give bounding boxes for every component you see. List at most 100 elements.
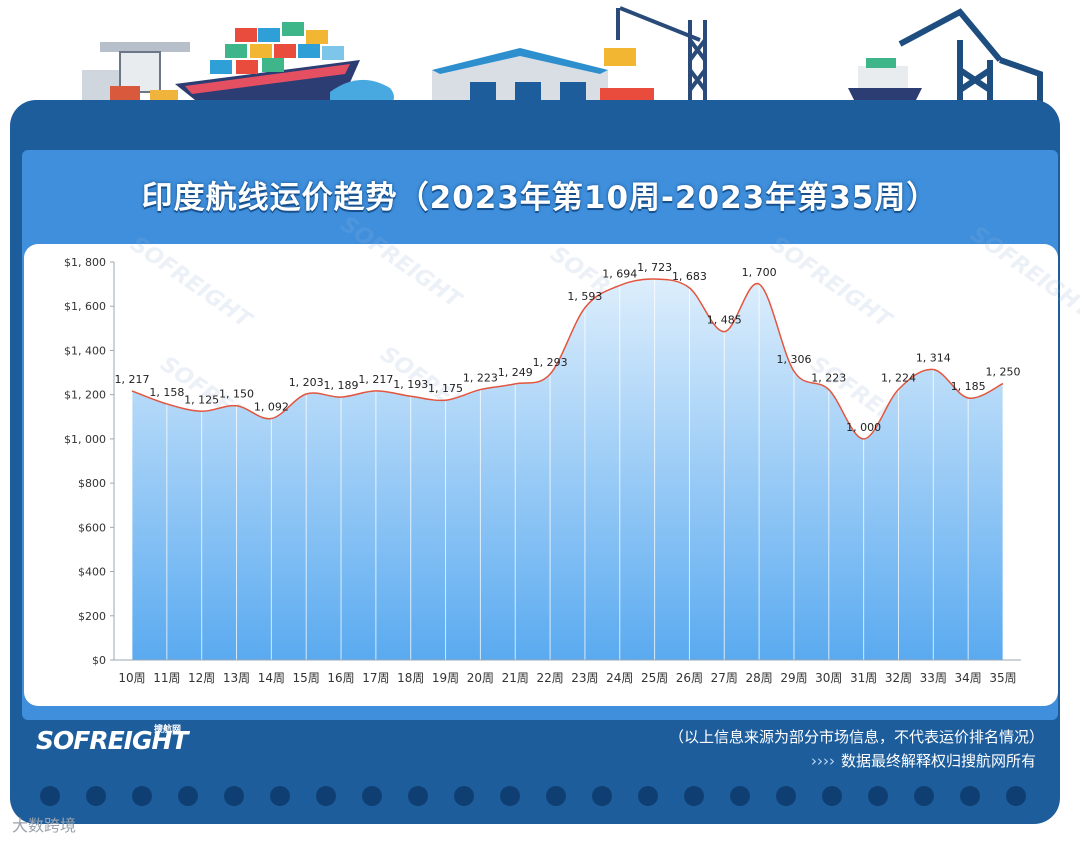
x-tick-label: 26周 — [676, 671, 703, 685]
data-label: 1, 223 — [463, 372, 498, 385]
data-label: 1, 223 — [811, 372, 846, 385]
decorative-dot — [500, 786, 520, 806]
x-tick-label: 35周 — [989, 671, 1016, 685]
y-tick-label: $1, 600 — [64, 300, 106, 313]
data-label: 1, 150 — [219, 388, 254, 401]
data-label: 1, 217 — [358, 373, 393, 386]
source-disclaimer: （以上信息来源为部分市场信息，不代表运价排名情况） — [668, 728, 1044, 746]
x-tick-label: 21周 — [502, 671, 529, 685]
x-tick-label: 33周 — [920, 671, 947, 685]
y-tick-label: $200 — [78, 610, 106, 623]
y-tick-label: $1, 200 — [64, 389, 106, 402]
decorative-dot — [546, 786, 566, 806]
x-tick-label: 28周 — [745, 671, 772, 685]
decorative-dot — [270, 786, 290, 806]
data-label: 1, 249 — [498, 366, 533, 379]
series-line — [131, 278, 1004, 440]
source-watermark: 大数跨境 — [12, 816, 77, 835]
y-tick-label: $0 — [92, 654, 106, 667]
data-label: 1, 694 — [602, 267, 637, 280]
data-label: 1, 203 — [289, 376, 324, 389]
decorative-dot — [178, 786, 198, 806]
decorative-dot — [316, 786, 336, 806]
warehouse-icon — [432, 48, 654, 104]
decorative-dot — [1006, 786, 1026, 806]
data-label: 1, 683 — [672, 270, 707, 283]
y-tick-label: $600 — [78, 521, 106, 534]
x-tick-label: 16周 — [327, 671, 354, 685]
data-label: 1, 092 — [254, 401, 289, 414]
rights-notice: ›››› 数据最终解释权归搜航网所有 — [811, 750, 1036, 771]
data-label: 1, 485 — [707, 314, 742, 327]
decorative-dot — [776, 786, 796, 806]
decorative-dot — [684, 786, 704, 806]
x-tick-label: 15周 — [293, 671, 320, 685]
decorative-dots — [40, 786, 1040, 810]
decorative-dot — [914, 786, 934, 806]
data-label: 1, 314 — [916, 351, 951, 364]
decorative-dot — [638, 786, 658, 806]
x-tick-label: 24周 — [606, 671, 633, 685]
data-label: 1, 125 — [184, 393, 219, 406]
decorative-dot — [730, 786, 750, 806]
y-tick-label: $1, 000 — [64, 433, 106, 446]
x-tick-label: 23周 — [571, 671, 598, 685]
x-tick-label: 22周 — [536, 671, 563, 685]
data-label: 1, 175 — [428, 382, 463, 395]
y-tick-label: $1, 400 — [64, 344, 106, 357]
gantry-crane-icon — [616, 6, 707, 108]
sofreight-logo: SOFREIGHT 搜航网 — [36, 725, 188, 755]
x-tick-label: 13周 — [223, 671, 250, 685]
x-tick-label: 32周 — [885, 671, 912, 685]
x-tick-label: 25周 — [641, 671, 668, 685]
data-label: 1, 224 — [881, 371, 916, 384]
harbor-illustration — [82, 6, 1043, 108]
x-tick-label: 31周 — [850, 671, 877, 685]
decorative-dot — [960, 786, 980, 806]
x-tick-label: 14周 — [258, 671, 285, 685]
data-label: 1, 217 — [115, 373, 150, 386]
x-tick-label: 11周 — [153, 671, 180, 685]
chevrons-icon: ›››› — [810, 752, 835, 770]
x-tick-label: 17周 — [362, 671, 389, 685]
data-label: 1, 293 — [533, 356, 568, 369]
data-label: 1, 193 — [393, 378, 428, 391]
container-ship-icon — [175, 22, 394, 108]
data-label: 1, 723 — [637, 261, 672, 274]
decorative-dot — [224, 786, 244, 806]
x-tick-label: 27周 — [711, 671, 738, 685]
decorative-dot — [40, 786, 60, 806]
decorative-dot — [408, 786, 428, 806]
series-area — [132, 278, 1003, 660]
decorative-dot — [454, 786, 474, 806]
decorative-dot — [868, 786, 888, 806]
x-tick-label: 18周 — [397, 671, 424, 685]
data-label: 1, 158 — [149, 386, 184, 399]
x-tick-label: 29周 — [780, 671, 807, 685]
data-label: 1, 185 — [951, 380, 986, 393]
left-dock-icon — [82, 42, 190, 108]
page-title: 印度航线运价趋势（2023年第10周-2023年第35周） — [141, 180, 939, 216]
decorative-dot — [822, 786, 842, 806]
decorative-dot — [86, 786, 106, 806]
y-tick-label: $1, 800 — [64, 256, 106, 269]
x-tick-label: 34周 — [955, 671, 982, 685]
data-label: 1, 593 — [567, 290, 602, 303]
data-label: 1, 306 — [776, 353, 811, 366]
x-tick-label: 20周 — [467, 671, 494, 685]
data-label: 1, 189 — [324, 379, 359, 392]
rights-text: 数据最终解释权归搜航网所有 — [840, 752, 1036, 770]
x-tick-label: 12周 — [188, 671, 215, 685]
data-label: 1, 700 — [742, 266, 777, 279]
x-tick-label: 19周 — [432, 671, 459, 685]
y-tick-label: $400 — [78, 566, 106, 579]
decorative-dot — [362, 786, 382, 806]
y-tick-label: $800 — [78, 477, 106, 490]
x-tick-label: 10周 — [118, 671, 145, 685]
freight-rate-chart: $0 $200 $400 $600 $800 $1, 000 $1, 200 $1, 400 $… — [64, 256, 1021, 685]
logo-subtext: 搜航网 — [154, 725, 182, 735]
decorative-dot — [132, 786, 152, 806]
logo-text: SOFREIGHT — [36, 726, 188, 755]
data-label: 1, 000 — [846, 421, 881, 434]
decorative-dot — [592, 786, 612, 806]
